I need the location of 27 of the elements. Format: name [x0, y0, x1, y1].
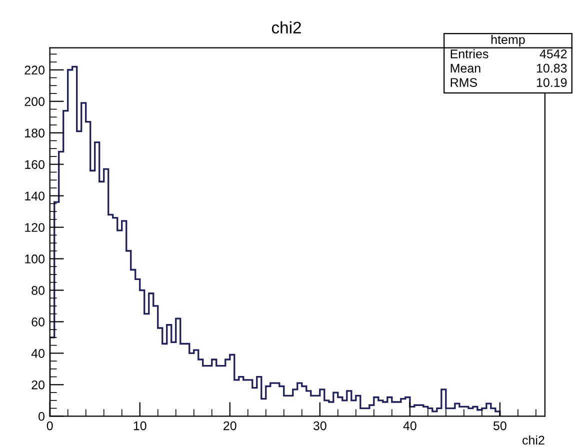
- y-tick-label: 220: [24, 66, 45, 75]
- annotation: 4542: [540, 49, 567, 58]
- y-tick-label: 120: [25, 223, 45, 232]
- y-tick-label: 160: [25, 160, 45, 169]
- text: htemp: [491, 34, 525, 47]
- y-tick-label: 100: [25, 254, 45, 264]
- y-tick-label: 140: [25, 192, 45, 200]
- annotation: Mean: [450, 64, 480, 73]
- x-tick-label: 20: [224, 421, 236, 430]
- x-axis-title: chi2: [522, 435, 544, 445]
- annotation: RMS: [450, 78, 478, 87]
- y-tick-label: 20: [32, 380, 44, 390]
- x-tick-label: 40: [403, 421, 416, 430]
- x-tick-label: 50: [493, 421, 506, 430]
- y-tick-label: 40: [31, 348, 44, 358]
- y-tick-label: 200: [24, 97, 45, 106]
- x-tick-label: 30: [313, 421, 326, 430]
- x-tick-label: 0: [46, 421, 53, 430]
- y-tick-label: 180: [25, 128, 45, 138]
- chart-title: chi2: [272, 21, 301, 34]
- y-tick-label: 0: [38, 412, 44, 421]
- annotation: 10.19: [536, 78, 567, 87]
- annotation: 10.83: [536, 64, 567, 73]
- x-tick-label: 10: [134, 421, 146, 430]
- annotation: Entries: [450, 49, 488, 58]
- y-tick-label: 60: [32, 318, 44, 326]
- y-tick-label: 80: [32, 286, 44, 295]
